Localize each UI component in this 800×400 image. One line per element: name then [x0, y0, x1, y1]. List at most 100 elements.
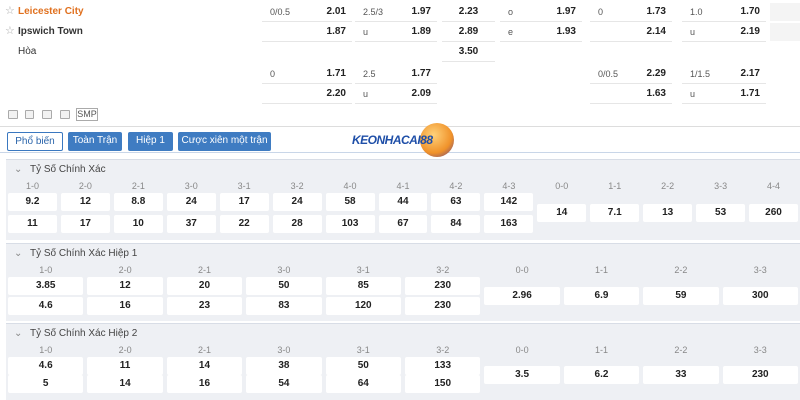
- draw-odds-box[interactable]: 6.2: [563, 366, 640, 384]
- draw-odds-box[interactable]: 33: [643, 366, 719, 384]
- odds-value[interactable]: 2.89: [458, 26, 479, 37]
- odds-box[interactable]: 23: [166, 297, 243, 315]
- odds-value[interactable]: 1.71: [740, 88, 760, 99]
- odds-box[interactable]: 16: [87, 297, 163, 315]
- odds-cell[interactable]: [682, 84, 766, 104]
- odds-box[interactable]: 4.6: [8, 297, 84, 315]
- odds-box[interactable]: 67: [378, 215, 428, 233]
- odds-cell[interactable]: [442, 22, 495, 42]
- odds-box[interactable]: 28: [272, 215, 322, 233]
- odds-value[interactable]: 2.01: [326, 6, 346, 17]
- odds-box[interactable]: 14: [166, 357, 243, 375]
- odds-value[interactable]: 2.19: [740, 26, 760, 37]
- draw-odds-box[interactable]: 300: [722, 287, 798, 305]
- odds-value[interactable]: 1.63: [646, 88, 666, 99]
- odds-box[interactable]: 16: [166, 375, 243, 393]
- odds-box[interactable]: 44: [378, 193, 428, 211]
- odds-box[interactable]: 120: [325, 297, 401, 315]
- star[interactable]: ☆: [5, 5, 15, 17]
- odds-value[interactable]: 1.97: [556, 6, 576, 17]
- odds-value[interactable]: 1.93: [556, 26, 576, 37]
- odds-box[interactable]: 85: [325, 277, 401, 295]
- chevron[interactable]: ⌄: [14, 328, 23, 339]
- odds-box[interactable]: 8.8: [113, 193, 163, 211]
- odds-box[interactable]: 150: [405, 375, 481, 393]
- odds-box[interactable]: 5: [8, 375, 84, 393]
- odds-box[interactable]: 38: [246, 357, 322, 375]
- odds-box[interactable]: 9.2: [8, 193, 57, 211]
- draw-odds-box[interactable]: 260: [749, 204, 798, 222]
- odds-cell[interactable]: [355, 2, 437, 22]
- odds-box[interactable]: 22: [219, 215, 269, 233]
- odds-box[interactable]: 10: [113, 215, 163, 233]
- section-title[interactable]: Tỷ Số Chính Xác Hiệp 2: [30, 328, 138, 339]
- icon[interactable]: [60, 110, 70, 119]
- odds-cell[interactable]: [442, 2, 495, 22]
- odds-box[interactable]: 83: [246, 297, 322, 315]
- odds-box[interactable]: 84: [431, 215, 481, 233]
- odds-box[interactable]: 14: [87, 375, 163, 393]
- odds-box[interactable]: 3.85: [8, 277, 84, 295]
- draw-odds-box[interactable]: 7.1: [590, 204, 640, 222]
- odds-value[interactable]: 2.23: [458, 6, 479, 17]
- odds-value[interactable]: 1.87: [326, 26, 346, 37]
- draw-odds-box[interactable]: 3.5: [484, 366, 560, 384]
- odds-cell[interactable]: [590, 22, 672, 42]
- chevron[interactable]: ⌄: [14, 248, 23, 259]
- draw-odds-box[interactable]: 2.96: [484, 287, 560, 305]
- icon[interactable]: [8, 110, 18, 119]
- odds-box[interactable]: 54: [246, 375, 322, 393]
- section-title[interactable]: Tỷ Số Chính Xác Hiệp 1: [30, 248, 138, 259]
- odds-box[interactable]: 17: [219, 193, 269, 211]
- odds-value[interactable]: 2.29: [646, 68, 666, 79]
- toolbar-smp[interactable]: SMP: [76, 108, 98, 121]
- odds-box[interactable]: 50: [325, 357, 401, 375]
- odds-box[interactable]: 20: [166, 277, 243, 295]
- tab[interactable]: Cược xiên một trận: [178, 132, 271, 151]
- odds-box[interactable]: 4.6: [8, 357, 84, 375]
- odds-value[interactable]: 1.77: [411, 68, 431, 79]
- odds-box[interactable]: 63: [431, 193, 481, 211]
- odds-box[interactable]: 163: [484, 215, 534, 233]
- odds-cell[interactable]: [590, 64, 672, 84]
- draw-odds-box[interactable]: 6.9: [563, 287, 640, 305]
- chevron[interactable]: ⌄: [14, 164, 23, 175]
- odds-value[interactable]: 2.20: [326, 88, 346, 99]
- draw-odds-box[interactable]: 53: [696, 204, 746, 222]
- odds-box[interactable]: 24: [272, 193, 322, 211]
- odds-cell[interactable]: [355, 84, 437, 104]
- odds-cell[interactable]: [682, 2, 766, 22]
- odds-cell[interactable]: [355, 64, 437, 84]
- odds-box[interactable]: 64: [325, 375, 401, 393]
- odds-value[interactable]: 1.70: [740, 6, 760, 17]
- odds-box[interactable]: 17: [60, 215, 110, 233]
- odds-box[interactable]: 11: [8, 215, 57, 233]
- draw-odds-box[interactable]: 14: [537, 204, 587, 222]
- odds-cell[interactable]: [262, 2, 352, 22]
- odds-cell[interactable]: [442, 42, 495, 62]
- odds-value[interactable]: 1.89: [411, 26, 431, 37]
- tab[interactable]: Phổ biến: [7, 132, 63, 151]
- odds-value[interactable]: 2.09: [411, 88, 431, 99]
- odds-box[interactable]: 12: [87, 277, 163, 295]
- icon[interactable]: [42, 110, 52, 119]
- icon[interactable]: [25, 110, 34, 119]
- odds-cell[interactable]: [262, 64, 352, 84]
- odds-value[interactable]: 3.50: [458, 46, 479, 57]
- odds-cell[interactable]: [262, 84, 352, 104]
- odds-cell[interactable]: [262, 22, 352, 42]
- section-title[interactable]: Tỷ Số Chính Xác: [30, 164, 106, 175]
- odds-cell[interactable]: [682, 22, 766, 42]
- odds-value[interactable]: 2.14: [646, 26, 666, 37]
- odds-value[interactable]: 1.71: [326, 68, 346, 79]
- odds-cell[interactable]: [590, 2, 672, 22]
- odds-cell[interactable]: [682, 64, 766, 84]
- odds-box[interactable]: 142: [484, 193, 534, 211]
- odds-value[interactable]: 1.73: [646, 6, 666, 17]
- draw-odds-box[interactable]: 59: [643, 287, 719, 305]
- odds-box[interactable]: 230: [405, 277, 481, 295]
- odds-box[interactable]: 11: [87, 357, 163, 375]
- star[interactable]: ☆: [5, 25, 15, 37]
- odds-value[interactable]: 2.17: [740, 68, 760, 79]
- odds-box[interactable]: 230: [405, 297, 481, 315]
